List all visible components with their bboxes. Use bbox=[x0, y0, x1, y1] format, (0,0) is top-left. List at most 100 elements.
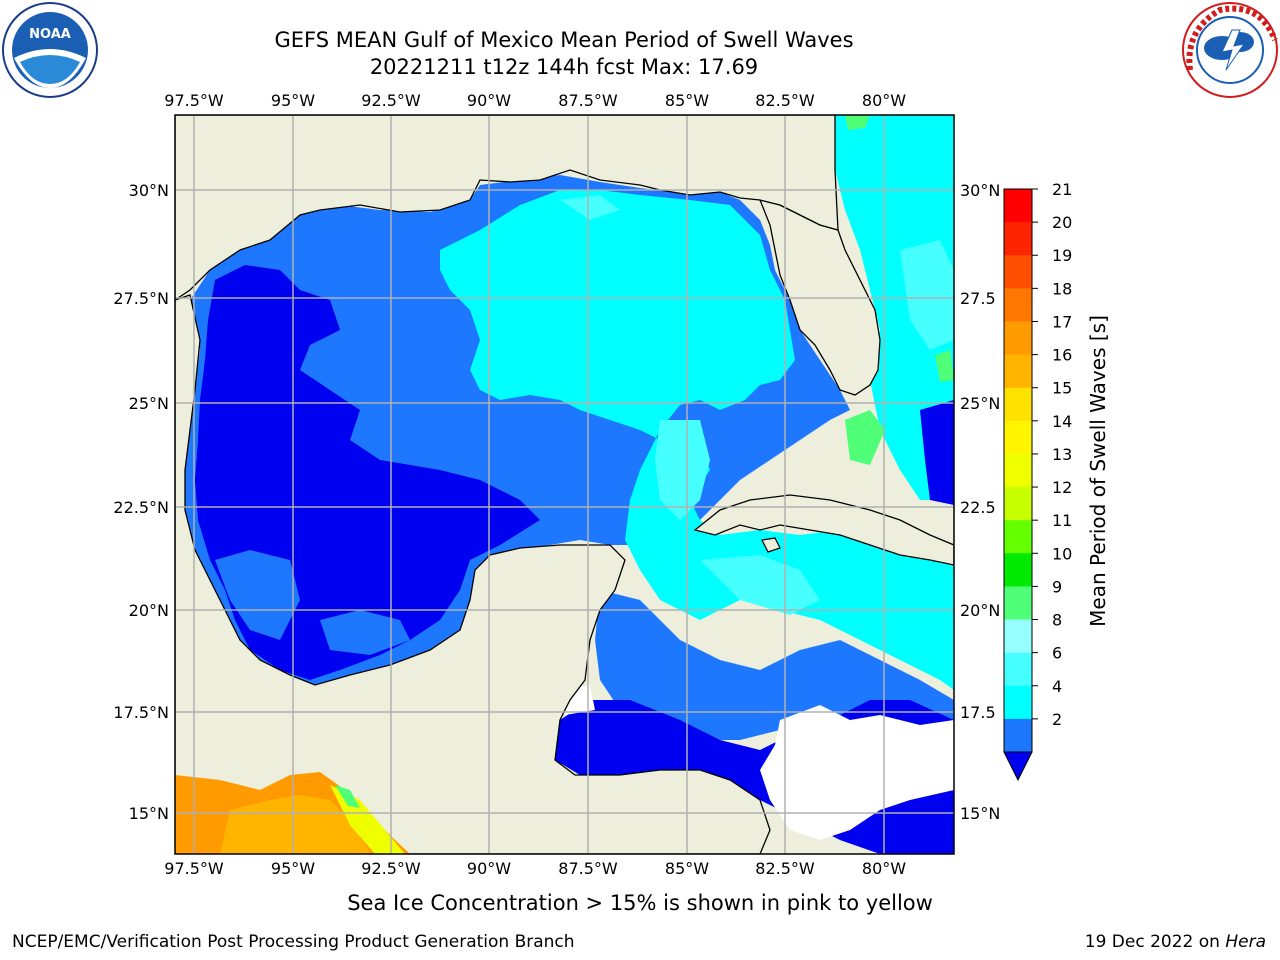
lon-tick-top: 85°W bbox=[665, 91, 709, 110]
lat-tick-right: 30°N bbox=[960, 181, 1000, 200]
isle-of-youth bbox=[761, 537, 781, 553]
colorbar-label: 16 bbox=[1052, 346, 1072, 365]
map-caption: Sea Ice Concentration > 15% is shown in … bbox=[347, 891, 933, 915]
colorbar-segment bbox=[1004, 553, 1032, 588]
lon-tick-bottom: 87.5°W bbox=[558, 859, 618, 878]
colorbar-label: 6 bbox=[1052, 644, 1062, 663]
colorbar-segment bbox=[1004, 222, 1032, 256]
colorbar-title: Mean Period of Swell Waves [s] bbox=[1086, 315, 1110, 627]
lon-tick-bottom: 95°W bbox=[271, 859, 315, 878]
colorbar: 21 20 19 18 17 16 15 14 13 12 11 10 9 8 6 4 2 Mean Perio… bbox=[1003, 180, 1110, 782]
lon-tick-bottom: 92.5°W bbox=[361, 859, 421, 878]
colorbar-label: 8 bbox=[1052, 611, 1062, 630]
colorbar-segment bbox=[1004, 487, 1032, 521]
colorbar-label: 19 bbox=[1052, 246, 1072, 265]
atlantic-pale bbox=[900, 240, 954, 350]
map-frame bbox=[174, 114, 955, 855]
lon-tick-bottom: 97.5°W bbox=[164, 859, 224, 878]
colorbar-segment bbox=[1004, 685, 1032, 720]
lon-tick-top: 82.5°W bbox=[755, 91, 815, 110]
colorbar-segment bbox=[1004, 718, 1032, 753]
pale-patch-caribbean bbox=[700, 555, 820, 615]
colorbar-label: 17 bbox=[1052, 312, 1072, 331]
pacific-amber-top bbox=[220, 795, 370, 854]
pale-patch-north bbox=[560, 195, 620, 220]
lat-tick-right: 25°N bbox=[960, 394, 1000, 413]
colorbar-frame bbox=[1003, 188, 1033, 753]
lat-tick-left: 25°N bbox=[129, 394, 169, 413]
lat-tick-left: 22.5°N bbox=[113, 498, 169, 517]
colorbar-label: 15 bbox=[1052, 379, 1072, 398]
lat-tick-right: 27.5 bbox=[960, 289, 996, 308]
colorbar-segment bbox=[1004, 420, 1032, 455]
noaa-logo: NOAA bbox=[2, 2, 98, 98]
map-area bbox=[175, 115, 954, 854]
colorbar-label: 2 bbox=[1052, 710, 1062, 729]
lat-tick-left: 15°N bbox=[129, 804, 169, 823]
north-coast-land bbox=[175, 115, 839, 301]
colorbar-label: 9 bbox=[1052, 577, 1062, 596]
chart-subtitle: 20221211 t12z 144h fcst Max: 17.69 bbox=[369, 55, 759, 79]
mid-patch-west bbox=[215, 550, 300, 640]
colorbar-segment bbox=[1004, 387, 1032, 422]
lat-tick-left: 27.5°N bbox=[113, 289, 169, 308]
mid-patch-south bbox=[320, 610, 410, 655]
footer-host: Hera bbox=[1225, 932, 1266, 952]
lon-tick-top: 80°W bbox=[862, 91, 906, 110]
lon-tick-top: 95°W bbox=[271, 91, 315, 110]
lat-tick-left: 20°N bbox=[129, 601, 169, 620]
lat-tick-right: 20°N bbox=[960, 601, 1000, 620]
footer-branch: NCEP/EMC/Verification Post Processing Pr… bbox=[12, 932, 575, 952]
pale-patch-straits bbox=[655, 420, 710, 520]
lat-tick-left: 17.5°N bbox=[113, 703, 169, 722]
bahamas-deep bbox=[920, 400, 954, 505]
colorbar-label: 13 bbox=[1052, 445, 1072, 464]
noaa-logo-text: NOAA bbox=[29, 27, 71, 42]
colorbar-segment bbox=[1004, 321, 1032, 356]
nws-logo bbox=[1182, 2, 1278, 98]
cuba-land bbox=[693, 494, 954, 566]
colorbar-segment bbox=[1004, 189, 1032, 223]
lon-tick-top: 92.5°W bbox=[361, 91, 421, 110]
colorbar-label: 18 bbox=[1052, 279, 1072, 298]
colorbar-labels: 21 20 19 18 17 16 15 14 13 12 11 10 9 8 6 4 2 bbox=[1032, 180, 1072, 729]
lon-tick-bottom: 85°W bbox=[665, 859, 709, 878]
footer-date-text: 19 Dec 2022 on bbox=[1084, 932, 1226, 952]
colorbar-label: 10 bbox=[1052, 544, 1072, 563]
colorbar-label: 14 bbox=[1052, 412, 1072, 431]
colorbar-label: 11 bbox=[1052, 511, 1072, 530]
lat-tick-right: 22.5 bbox=[960, 498, 996, 517]
colorbar-segments bbox=[1004, 189, 1032, 753]
colorbar-label: 12 bbox=[1052, 478, 1072, 497]
lon-tick-bottom: 82.5°W bbox=[755, 859, 815, 878]
lon-tick-bottom: 80°W bbox=[862, 859, 906, 878]
lat-ticks-left: 30°N 27.5°N 25°N 22.5°N 20°N 17.5°N 15°N bbox=[113, 181, 169, 823]
lat-ticks-right: 30°N 27.5 25°N 22.5 20°N 17.5 15°N bbox=[960, 181, 1000, 823]
colorbar-segment bbox=[1004, 354, 1032, 389]
lon-tick-bottom: 90°W bbox=[467, 859, 511, 878]
colorbar-segment bbox=[1004, 586, 1032, 621]
colorbar-segment bbox=[1004, 288, 1032, 323]
lat-tick-left: 30°N bbox=[129, 181, 169, 200]
grid-lines bbox=[175, 115, 954, 854]
lon-ticks-bottom: 97.5°W 95°W 92.5°W 90°W 87.5°W 85°W 82.5… bbox=[164, 859, 906, 878]
lon-tick-top: 90°W bbox=[467, 91, 511, 110]
colorbar-label: 21 bbox=[1052, 180, 1072, 199]
colorbar-segment bbox=[1004, 255, 1032, 289]
atlantic-green-top bbox=[845, 115, 870, 130]
colorbar-segment bbox=[1004, 619, 1032, 654]
west-coast-land bbox=[175, 294, 771, 854]
missing-caribbean bbox=[760, 705, 954, 840]
bahamas-green-2 bbox=[935, 350, 954, 382]
pacific-green-top bbox=[335, 785, 360, 808]
bahamas-green bbox=[845, 410, 885, 465]
colorbar-segment bbox=[1004, 652, 1032, 687]
colorbar-label: 20 bbox=[1052, 213, 1072, 232]
lat-tick-right: 17.5 bbox=[960, 703, 996, 722]
colorbar-segment bbox=[1004, 453, 1032, 488]
lon-ticks-top: 97.5°W 95°W 92.5°W 90°W 87.5°W 85°W 82.5… bbox=[164, 91, 906, 110]
lon-tick-top: 97.5°W bbox=[164, 91, 224, 110]
colorbar-label: 4 bbox=[1052, 677, 1062, 696]
lat-tick-right: 15°N bbox=[960, 804, 1000, 823]
